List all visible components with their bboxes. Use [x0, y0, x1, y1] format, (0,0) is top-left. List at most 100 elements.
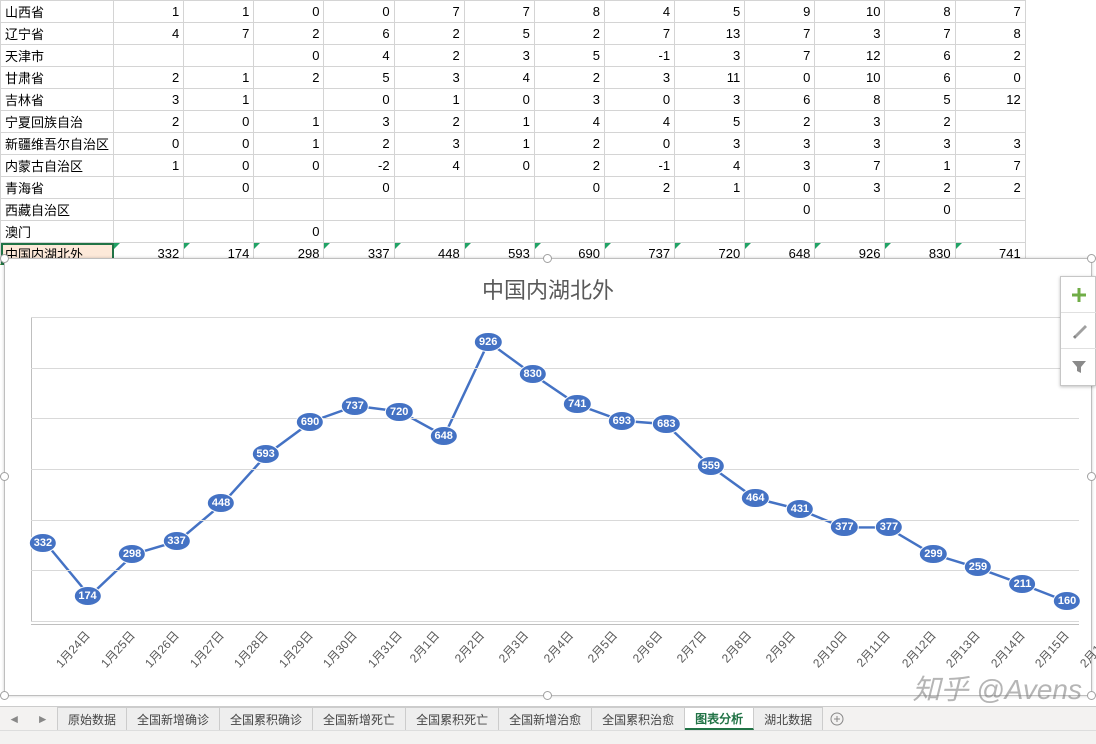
cell[interactable]: 1: [464, 111, 534, 133]
cell[interactable]: 2: [254, 67, 324, 89]
cell[interactable]: 7: [955, 1, 1025, 23]
cell[interactable]: 0: [184, 111, 254, 133]
cell[interactable]: [955, 221, 1025, 243]
cell[interactable]: [394, 199, 464, 221]
cell[interactable]: 3: [815, 133, 885, 155]
cell[interactable]: 7: [604, 23, 674, 45]
cell[interactable]: 1: [885, 155, 955, 177]
row-header[interactable]: 山西省: [1, 1, 114, 23]
cell[interactable]: [745, 221, 815, 243]
cell[interactable]: 7: [745, 23, 815, 45]
cell[interactable]: [604, 221, 674, 243]
cell[interactable]: 4: [394, 155, 464, 177]
cell[interactable]: 3: [114, 89, 184, 111]
chart-filters-button[interactable]: [1061, 349, 1096, 385]
cell[interactable]: 0: [604, 133, 674, 155]
cell[interactable]: 3: [745, 155, 815, 177]
cell[interactable]: 12: [815, 45, 885, 67]
cell[interactable]: 2: [394, 45, 464, 67]
cell[interactable]: [254, 89, 324, 111]
sheet-tab[interactable]: 湖北数据: [754, 707, 823, 730]
cell[interactable]: 3: [324, 111, 394, 133]
cell[interactable]: 2: [394, 23, 464, 45]
cell[interactable]: 2: [955, 45, 1025, 67]
cell[interactable]: 4: [464, 67, 534, 89]
cell[interactable]: 2: [324, 133, 394, 155]
cell[interactable]: [254, 199, 324, 221]
cell[interactable]: 2: [955, 177, 1025, 199]
cell[interactable]: 2: [534, 23, 604, 45]
cell[interactable]: 3: [885, 133, 955, 155]
cell[interactable]: [955, 199, 1025, 221]
cell[interactable]: 2: [394, 111, 464, 133]
cell[interactable]: [815, 199, 885, 221]
cell[interactable]: [675, 199, 745, 221]
cell[interactable]: 2: [745, 111, 815, 133]
cell[interactable]: 5: [464, 23, 534, 45]
cell[interactable]: 0: [324, 1, 394, 23]
cell[interactable]: [534, 221, 604, 243]
row-header[interactable]: 甘肃省: [1, 67, 114, 89]
cell[interactable]: [885, 221, 955, 243]
cell[interactable]: 2: [534, 67, 604, 89]
row-header[interactable]: 青海省: [1, 177, 114, 199]
cell[interactable]: 3: [604, 67, 674, 89]
sheet-tab[interactable]: 全国累积死亡: [406, 707, 499, 730]
cell[interactable]: 8: [955, 23, 1025, 45]
row-header[interactable]: 澳门: [1, 221, 114, 243]
cell[interactable]: 2: [534, 155, 604, 177]
cell[interactable]: 0: [885, 199, 955, 221]
cell[interactable]: [815, 221, 885, 243]
new-sheet-button[interactable]: [823, 707, 851, 730]
cell[interactable]: 4: [675, 155, 745, 177]
cell[interactable]: 4: [114, 23, 184, 45]
cell[interactable]: 0: [745, 199, 815, 221]
cell[interactable]: 0: [114, 133, 184, 155]
cell[interactable]: 1: [184, 89, 254, 111]
row-header[interactable]: 辽宁省: [1, 23, 114, 45]
cell[interactable]: -1: [604, 45, 674, 67]
cell[interactable]: 5: [675, 1, 745, 23]
cell[interactable]: [604, 199, 674, 221]
row-header[interactable]: 吉林省: [1, 89, 114, 111]
cell[interactable]: 3: [675, 89, 745, 111]
cell[interactable]: 0: [254, 155, 324, 177]
chart-elements-button[interactable]: [1061, 277, 1096, 313]
row-header[interactable]: 内蒙古自治区: [1, 155, 114, 177]
cell[interactable]: [324, 221, 394, 243]
cell[interactable]: 0: [254, 221, 324, 243]
cell[interactable]: [114, 199, 184, 221]
cell[interactable]: 3: [675, 45, 745, 67]
cell[interactable]: 1: [184, 1, 254, 23]
cell[interactable]: 13: [675, 23, 745, 45]
cell[interactable]: 0: [464, 89, 534, 111]
sheet-tab[interactable]: 全国新增死亡: [313, 707, 406, 730]
cell[interactable]: 4: [604, 1, 674, 23]
cell[interactable]: 0: [604, 89, 674, 111]
row-header[interactable]: 天津市: [1, 45, 114, 67]
cell[interactable]: [114, 45, 184, 67]
spreadsheet-grid[interactable]: 山西省11007784591087辽宁省47262527137378天津市042…: [0, 0, 1096, 265]
cell[interactable]: 2: [114, 111, 184, 133]
cell[interactable]: 3: [745, 133, 815, 155]
cell[interactable]: [184, 221, 254, 243]
cell[interactable]: 1: [254, 133, 324, 155]
cell[interactable]: 8: [534, 1, 604, 23]
sheet-tab[interactable]: 全国新增治愈: [499, 707, 592, 730]
cell[interactable]: [114, 221, 184, 243]
cell[interactable]: 6: [324, 23, 394, 45]
row-header[interactable]: 宁夏回族自治: [1, 111, 114, 133]
cell[interactable]: [955, 111, 1025, 133]
cell[interactable]: 1: [254, 111, 324, 133]
cell[interactable]: 0: [254, 45, 324, 67]
cell[interactable]: 2: [534, 133, 604, 155]
cell[interactable]: 7: [464, 1, 534, 23]
cell[interactable]: 2: [604, 177, 674, 199]
cell[interactable]: 3: [815, 23, 885, 45]
cell[interactable]: 4: [324, 45, 394, 67]
chart-title[interactable]: 中国内湖北外: [5, 259, 1091, 305]
sheet-tab[interactable]: 原始数据: [58, 707, 127, 730]
cell[interactable]: 5: [885, 89, 955, 111]
sheet-tab[interactable]: 图表分析: [685, 707, 754, 730]
cell[interactable]: 3: [394, 67, 464, 89]
